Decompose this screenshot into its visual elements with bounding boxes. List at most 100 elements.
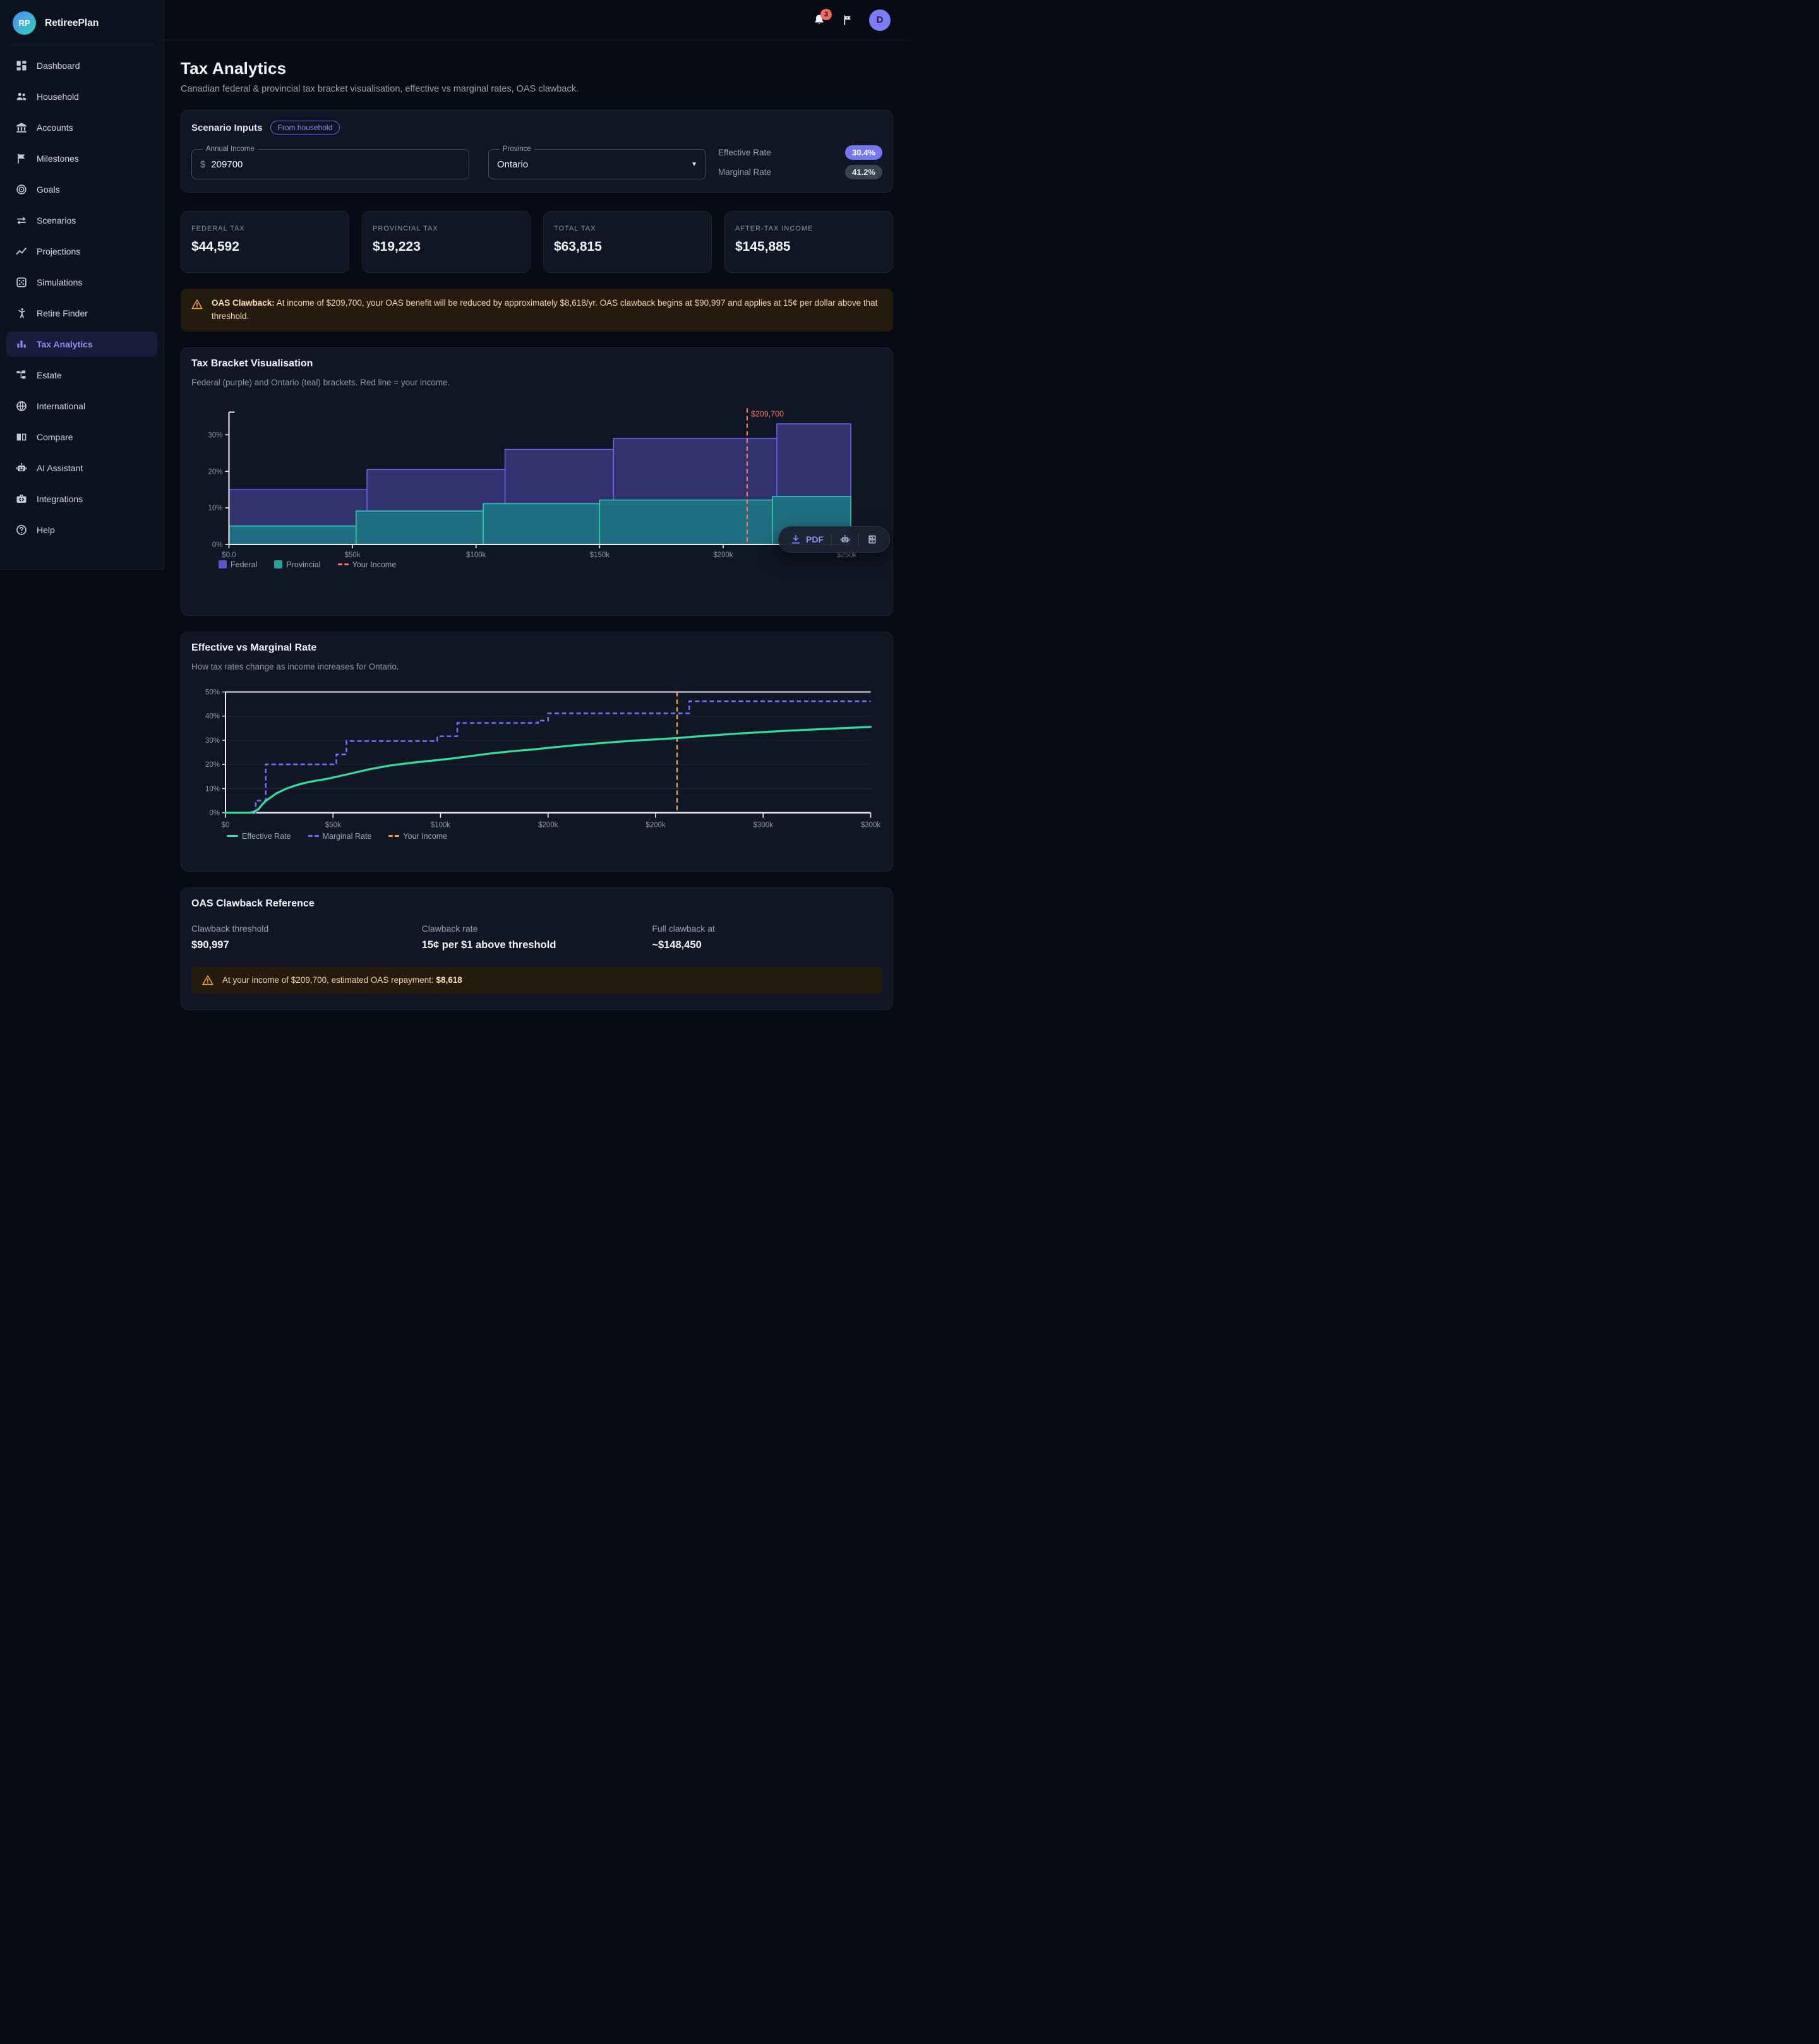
warning-icon — [191, 298, 203, 311]
legend-item-your-income: Your Income — [337, 560, 397, 569]
annual-income-input[interactable]: 209700 — [211, 159, 243, 170]
topbar: 3 D — [164, 0, 910, 40]
brand-logo: RP — [13, 11, 36, 35]
bank-icon — [15, 121, 28, 134]
globe-icon — [15, 400, 28, 412]
sidebar-item-milestones[interactable]: Milestones — [6, 146, 157, 171]
rate-chart-legend: Effective Rate Marginal Rate Your Income — [191, 832, 882, 841]
stat-value: $19,223 — [373, 239, 421, 254]
svg-text:$0.0: $0.0 — [222, 551, 236, 559]
svg-text:$300k: $300k — [861, 822, 881, 829]
svg-text:30%: 30% — [208, 431, 222, 439]
oas-clawback-banner: OAS Clawback: At income of $209,700, you… — [181, 289, 893, 332]
svg-text:0%: 0% — [212, 541, 223, 549]
ai-explain-button[interactable] — [832, 527, 858, 552]
sidebar-item-label: Milestones — [37, 153, 79, 164]
svg-text:$200k: $200k — [538, 822, 558, 829]
oas-ref-label: Full clawback at — [652, 923, 715, 934]
oas-note: At your income of $209,700, estimated OA… — [191, 966, 882, 994]
svg-text:20%: 20% — [208, 468, 222, 476]
sidebar-item-goals[interactable]: Goals — [6, 177, 157, 202]
svg-text:$209,700: $209,700 — [751, 409, 784, 418]
stat-label: PROVINCIAL TAX — [373, 225, 438, 232]
stat-value: $44,592 — [191, 239, 239, 254]
oas-ref-value: 15¢ per $1 above threshold — [421, 939, 556, 951]
legend-label: Federal — [231, 560, 258, 569]
sidebar-item-label: Compare — [37, 432, 73, 442]
compare-icon — [15, 431, 28, 443]
svg-text:$50k: $50k — [325, 822, 341, 829]
sidebar: RP RetireePlan Dashboard Household Account… — [0, 0, 164, 570]
trend-icon — [15, 245, 28, 258]
sidebar-nav: Dashboard Household Accounts Milestones Goal… — [0, 53, 164, 543]
robot-icon — [15, 462, 28, 474]
svg-text:$150k: $150k — [590, 551, 610, 559]
svg-text:10%: 10% — [208, 505, 222, 512]
svg-text:$200k: $200k — [713, 551, 733, 559]
oas-ref-label: Clawback threshold — [191, 923, 269, 934]
svg-text:20%: 20% — [205, 761, 220, 769]
chart-toolbar: PDF — [778, 526, 890, 553]
calculator-icon — [867, 534, 878, 545]
sidebar-item-label: AI Assistant — [37, 463, 83, 473]
legend-label: Effective Rate — [242, 831, 291, 841]
sidebar-item-label: Estate — [37, 370, 62, 380]
legend-item-your-income: Your Income — [388, 832, 447, 841]
stat-label: FEDERAL TAX — [191, 225, 245, 232]
sidebar-item-household[interactable]: Household — [6, 84, 157, 109]
stat-value: $63,815 — [554, 239, 602, 254]
oas-grid: Clawback threshold $90,997 Clawback rate 15… — [191, 923, 882, 951]
chevron-down-icon: ▼ — [691, 160, 697, 168]
sidebar-item-label: Goals — [37, 184, 60, 195]
from-household-badge: From household — [270, 121, 340, 135]
legend-swatch — [274, 560, 283, 569]
marginal-rate-badge: 41.2% — [845, 165, 882, 179]
sidebar-item-label: Household — [37, 92, 79, 102]
org-chart-icon — [15, 369, 28, 382]
svg-text:40%: 40% — [205, 713, 220, 721]
bracket-card-title: Tax Bracket Visualisation — [191, 358, 313, 369]
sidebar-item-compare[interactable]: Compare — [6, 424, 157, 450]
stat-card-total-tax: TOTAL TAX $63,815 — [543, 211, 712, 273]
notifications-button[interactable]: 3 — [812, 8, 832, 27]
annual-income-field[interactable]: Annual Income $ 209700 — [191, 145, 469, 179]
sidebar-item-label: Help — [37, 525, 55, 535]
province-select[interactable]: Ontario — [497, 159, 529, 170]
sidebar-item-retire-finder[interactable]: Retire Finder — [6, 301, 157, 326]
sidebar-item-dashboard[interactable]: Dashboard — [6, 53, 157, 78]
sidebar-item-projections[interactable]: Projections — [6, 239, 157, 264]
sidebar-item-label: Retire Finder — [37, 308, 88, 318]
sidebar-item-label: Tax Analytics — [37, 339, 93, 349]
target-icon — [15, 183, 28, 196]
svg-text:$100k: $100k — [431, 822, 451, 829]
sidebar-item-accounts[interactable]: Accounts — [6, 115, 157, 140]
rate-card-title: Effective vs Marginal Rate — [191, 642, 317, 653]
sidebar-item-international[interactable]: International — [6, 394, 157, 419]
flag-button[interactable] — [841, 14, 854, 27]
sidebar-item-scenarios[interactable]: Scenarios — [6, 208, 157, 233]
oas-card-title: OAS Clawback Reference — [191, 898, 315, 909]
brand: RP RetireePlan — [0, 0, 164, 45]
sidebar-item-integrations[interactable]: Integrations — [6, 486, 157, 512]
sidebar-item-ai-assistant[interactable]: AI Assistant — [6, 455, 157, 481]
sidebar-item-estate[interactable]: Estate — [6, 363, 157, 388]
svg-text:0%: 0% — [209, 810, 220, 817]
province-field[interactable]: Province Ontario ▼ — [488, 145, 706, 179]
avatar[interactable]: D — [869, 9, 891, 31]
sidebar-item-simulations[interactable]: Simulations — [6, 270, 157, 295]
svg-text:50%: 50% — [205, 688, 220, 696]
brand-name: RetireePlan — [45, 17, 99, 28]
download-pdf-button[interactable]: PDF — [783, 527, 831, 552]
scenario-inputs-card: Scenario Inputs From household Annual In… — [181, 110, 893, 193]
bracket-card-subtitle: Federal (purple) and Ontario (teal) brac… — [191, 377, 450, 387]
legend-item-marginal-rate: Marginal Rate — [308, 832, 371, 841]
calculator-button[interactable] — [859, 527, 885, 552]
sidebar-item-tax-analytics[interactable]: Tax Analytics — [6, 332, 157, 357]
stat-value: $145,885 — [735, 239, 791, 254]
effective-rate-label: Effective Rate — [718, 148, 771, 157]
page-subtitle: Canadian federal & provincial tax bracke… — [181, 84, 579, 94]
svg-text:$50k: $50k — [345, 551, 361, 559]
sidebar-item-help[interactable]: Help — [6, 517, 157, 543]
stat-card-provincial-tax: PROVINCIAL TAX $19,223 — [362, 211, 531, 273]
legend-label: Your Income — [352, 560, 397, 569]
